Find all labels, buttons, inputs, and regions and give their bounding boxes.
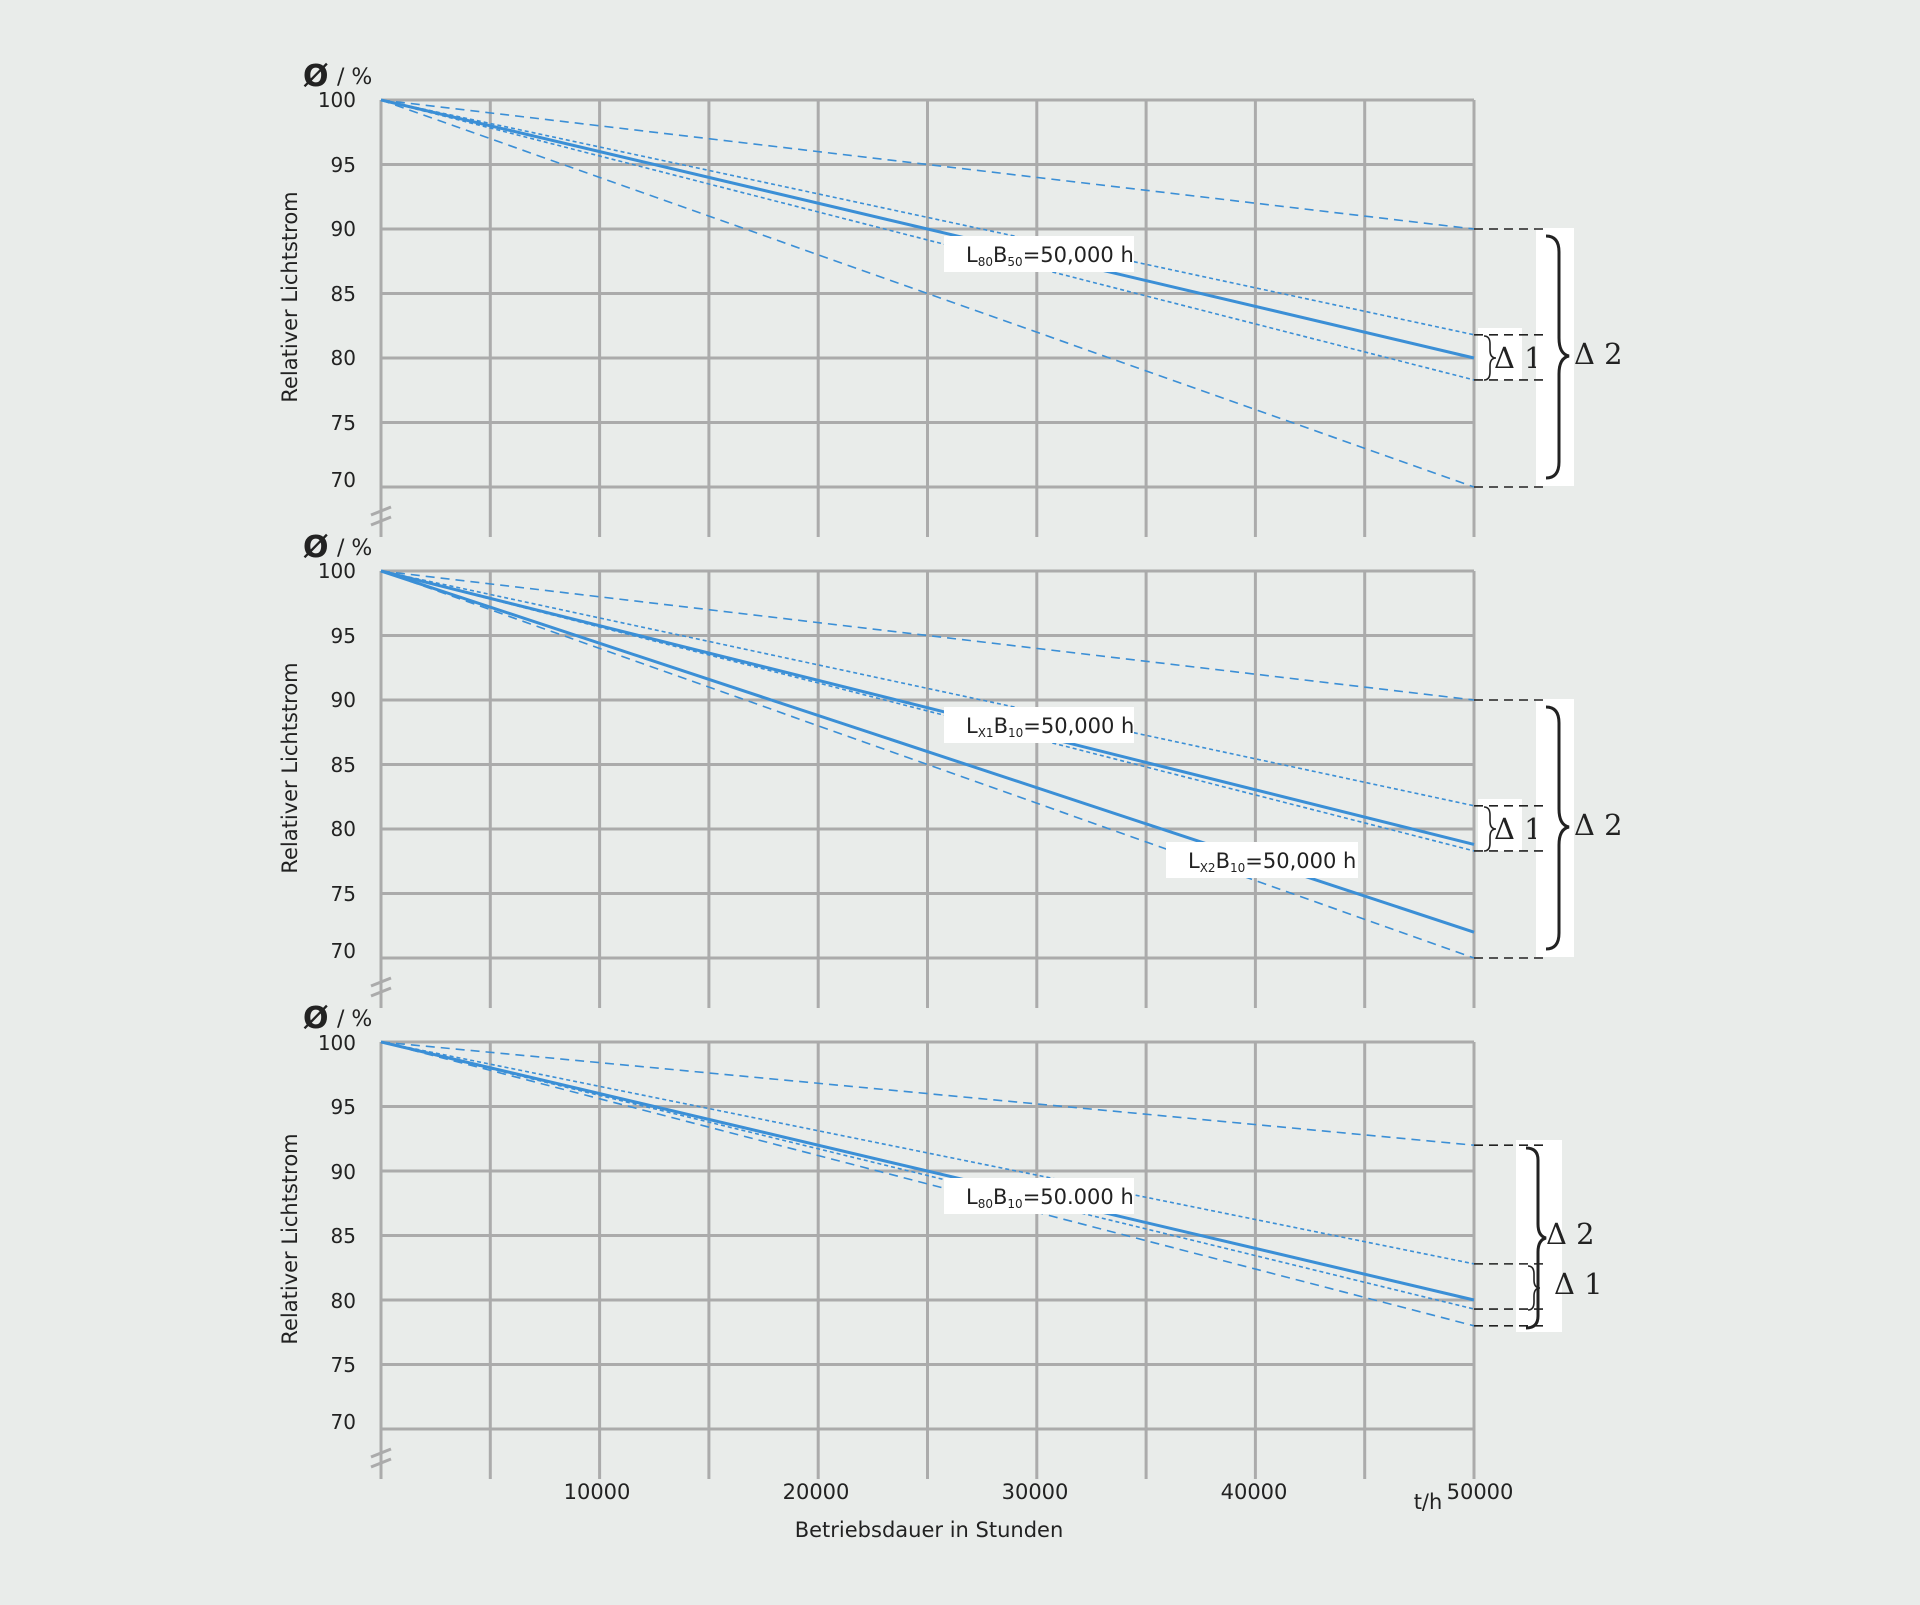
y-unit-symbol: Ø [303, 59, 329, 94]
x-tick-labels: 10000 20000 30000 40000 50000 [564, 1480, 1514, 1504]
y-tick-label: 90 [331, 688, 356, 712]
series-label-box [1166, 842, 1358, 878]
delta-1-brace [1483, 806, 1497, 852]
chart-panel-1: 100 95 90 85 80 75 70 Ø / % Relativer Li… [278, 59, 1623, 537]
x-axis-label: Betriebsdauer in Stunden [795, 1518, 1064, 1542]
y-axis-label: Relativer Lichtstrom [278, 662, 302, 873]
y-tick-labels-3: 100 95 90 85 80 75 70 [318, 1031, 356, 1434]
series-line-dotted [380, 1041, 1475, 1310]
y-tick-label: 75 [331, 882, 356, 906]
series-label-l80b10: L80B10=50.000 h [966, 1185, 1134, 1211]
y-tick-label: 100 [318, 1031, 356, 1055]
y-axis-label: Relativer Lichtstrom [278, 191, 302, 402]
y-tick-label: 80 [331, 817, 356, 841]
series-line-dashed [380, 1041, 1475, 1327]
y-unit-symbol: Ø [303, 530, 329, 565]
series-line-dashed [380, 99, 1475, 488]
y-tick-label: 70 [331, 939, 356, 963]
series-line-dotted [380, 570, 1475, 807]
delta-2-label: Δ 2 [1574, 808, 1623, 842]
y-tick-label: 95 [331, 624, 356, 648]
y-tick-label: 95 [331, 1095, 356, 1119]
y-tick-label: 85 [331, 282, 356, 306]
series-line-dotted [380, 1041, 1475, 1265]
series-label-box [944, 1178, 1134, 1214]
series-line-solid [380, 569, 1475, 846]
grid-1 [370, 98, 1476, 537]
delta-2-brace [1545, 234, 1570, 480]
delta-2-brace [1545, 705, 1570, 951]
y-unit-symbol: Ø [303, 1001, 329, 1036]
series-label-l80b50: L80B50=50,000 h [966, 243, 1134, 269]
x-tick-label: 30000 [1002, 1480, 1069, 1504]
delta-2-brace [1525, 1146, 1547, 1330]
y-tick-label: 70 [331, 468, 356, 492]
axis-break-mark [370, 1457, 392, 1469]
series-label-box [944, 707, 1134, 743]
series-line-dotted [380, 99, 1475, 336]
y-tick-label: 100 [318, 559, 356, 583]
y-tick-label: 80 [331, 1289, 356, 1313]
extension-lines-2 [1474, 699, 1546, 959]
series-line-dashed [380, 1041, 1475, 1146]
delta-1-brace [1483, 335, 1497, 381]
grid-2 [370, 569, 1476, 1008]
chart-panel-3: 100 95 90 85 80 75 70 Ø / % Relativer Li… [278, 1001, 1603, 1542]
y-axis-label: Relativer Lichtstrom [278, 1133, 302, 1344]
delta-1-label: Δ 1 [1554, 1267, 1603, 1301]
axis-break-mark [370, 986, 392, 998]
grid-3 [370, 1040, 1476, 1479]
axis-break-mark [370, 976, 392, 988]
y-tick-label: 90 [331, 217, 356, 241]
x-tick-label: 10000 [564, 1480, 631, 1504]
y-unit: / % [337, 65, 372, 90]
y-tick-label: 85 [331, 1224, 356, 1248]
series-label-lx1b10: LX1B10=50,000 h [966, 714, 1134, 740]
y-tick-label: 75 [331, 1353, 356, 1377]
series-line-solid [380, 98, 1475, 360]
delta-1-brace [1527, 1265, 1541, 1311]
delta-1-label: Δ 1 [1494, 341, 1543, 375]
extension-lines-1 [1474, 228, 1546, 488]
series-3 [380, 1040, 1475, 1327]
y-tick-label: 90 [331, 1160, 356, 1184]
series-1 [380, 98, 1475, 488]
axis-break-mark [370, 515, 392, 527]
y-unit: / % [337, 536, 372, 561]
axis-break-mark [370, 505, 392, 517]
series-line-dotted [380, 570, 1475, 852]
delta-1-label: Δ 1 [1494, 812, 1543, 846]
y-tick-label: 75 [331, 411, 356, 435]
chart-panel-2: 100 95 90 85 80 75 70 Ø / % Relativer Li… [278, 530, 1623, 1008]
y-tick-label: 70 [331, 1410, 356, 1434]
series-line-dashed [380, 570, 1475, 701]
y-unit: / % [337, 1007, 372, 1032]
series-line-solid [380, 1040, 1475, 1302]
series-line-dashed [380, 570, 1475, 959]
y-tick-label: 100 [318, 88, 356, 112]
x-tick-label: 50000 [1447, 1480, 1514, 1504]
y-tick-labels-2: 100 95 90 85 80 75 70 [318, 559, 356, 963]
series-line-dashed [380, 99, 1475, 230]
x-tick-label: 40000 [1221, 1480, 1288, 1504]
axis-break-mark [370, 1447, 392, 1459]
y-tick-label: 80 [331, 346, 356, 370]
series-line-dotted [380, 99, 1475, 381]
x-tick-label: 20000 [783, 1480, 850, 1504]
x-unit: t/h [1414, 1490, 1443, 1514]
delta-2-label: Δ 2 [1574, 337, 1623, 371]
delta-2-label: Δ 2 [1546, 1217, 1595, 1251]
y-tick-label: 85 [331, 753, 356, 777]
series-label-lx2b10: LX2B10=50,000 h [1188, 849, 1356, 875]
y-tick-labels-1: 100 95 90 85 80 75 70 [318, 88, 356, 492]
series-label-box [944, 236, 1134, 272]
y-tick-label: 95 [331, 153, 356, 177]
extension-lines-3 [1474, 1144, 1546, 1327]
